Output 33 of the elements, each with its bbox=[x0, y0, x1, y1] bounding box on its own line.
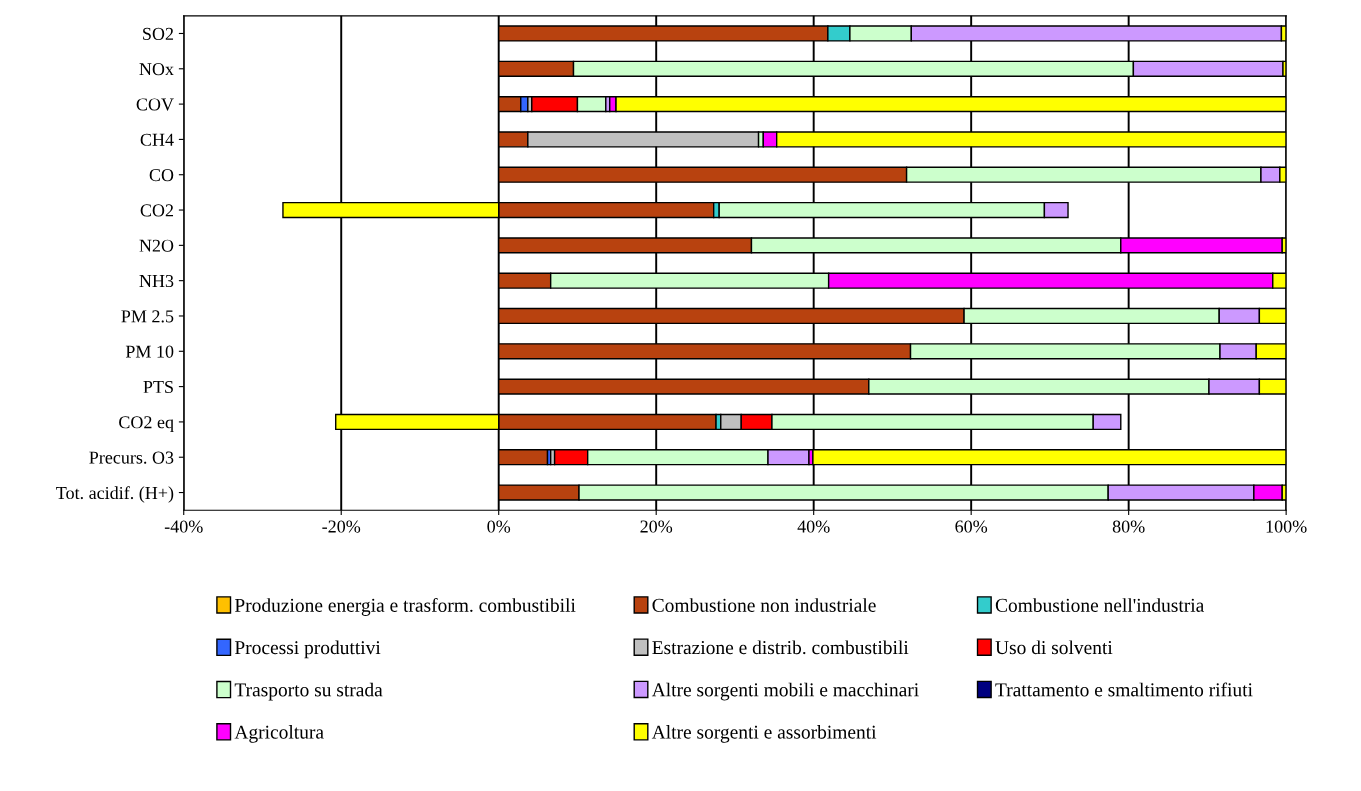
legend-label: Trattamento e smaltimento rifiuti bbox=[995, 682, 1253, 697]
y-tick-label: CO2 eq bbox=[119, 416, 174, 433]
x-tick-label: 60% bbox=[955, 520, 988, 533]
x-tick-label: -40% bbox=[164, 520, 203, 533]
legend-label: Combustione non industriale bbox=[652, 598, 876, 612]
y-tick-label: COV bbox=[136, 98, 174, 111]
legend-label: Produzione energia e trasform. combustibili bbox=[234, 598, 576, 616]
y-tick-label: CO2 bbox=[140, 204, 174, 217]
y-tick-label: N2O bbox=[139, 239, 174, 252]
legend-label: Combustione nell'industria bbox=[995, 598, 1205, 612]
legend-label: Altre sorgenti e assorbimenti bbox=[651, 725, 877, 743]
legend-label: Uso di solventi bbox=[995, 640, 1113, 655]
legend-label: Trasporto su strada bbox=[234, 682, 383, 701]
y-tick-label: PM 10 bbox=[125, 345, 174, 358]
x-tick-label: -20% bbox=[322, 520, 361, 533]
y-tick-label: CH4 bbox=[140, 133, 174, 146]
y-tick-label: PM 2.5 bbox=[121, 310, 174, 323]
legend-label: Processi produttivi bbox=[234, 640, 381, 659]
x-tick-label: 20% bbox=[640, 520, 673, 533]
y-tick-label: NH3 bbox=[139, 274, 174, 288]
x-tick-label: 0% bbox=[487, 520, 511, 533]
y-tick-label: Precurs. O3 bbox=[89, 451, 174, 464]
y-tick-label: CO bbox=[149, 169, 174, 182]
y-tick-label: NOx bbox=[139, 63, 174, 76]
legend-label: Altre sorgenti mobili e macchinari bbox=[651, 682, 919, 701]
x-tick-label: 80% bbox=[1112, 520, 1145, 533]
y-tick-label: Tot. acidif. (H+) bbox=[56, 486, 174, 503]
y-tick-label: SO2 bbox=[143, 27, 174, 40]
x-tick-label: 100% bbox=[1266, 520, 1307, 533]
x-tick-label: 40% bbox=[797, 520, 830, 533]
y-tick-label: PTS bbox=[143, 380, 173, 394]
legend-label: Estrazione e distrib. combustibili bbox=[652, 640, 909, 655]
legend-label: Agricoltura bbox=[234, 725, 324, 743]
